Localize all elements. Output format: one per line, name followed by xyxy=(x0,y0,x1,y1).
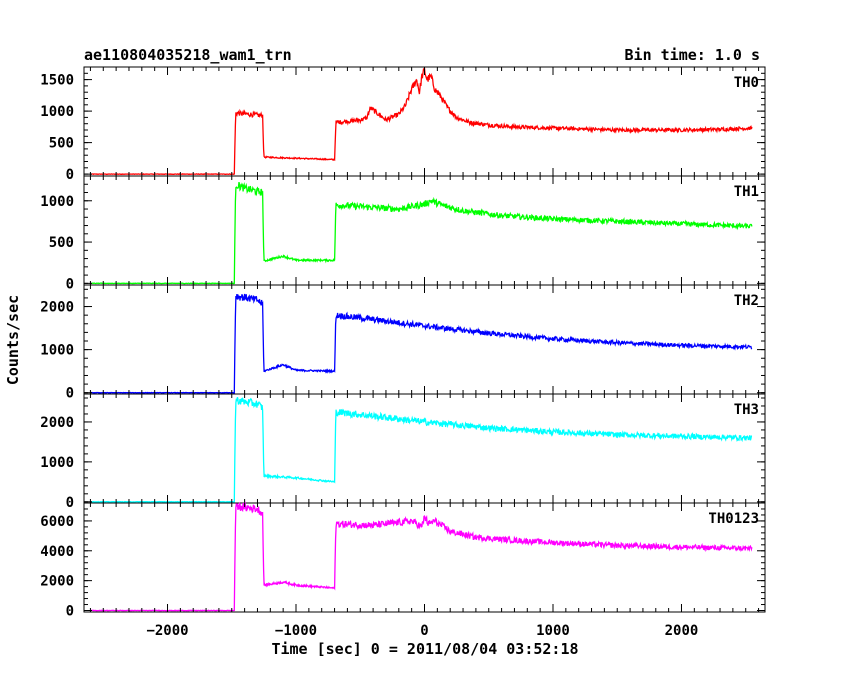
panel-th1: 0 500 1000 TH1 xyxy=(40,175,766,292)
x-tick-label: −1000 xyxy=(275,623,317,639)
y-tick-label: 1000 xyxy=(40,194,74,210)
chart-title: ae110804035218_wam1_trn xyxy=(84,46,292,64)
y-tick-label: 0 xyxy=(66,495,74,511)
panel-frame xyxy=(83,66,766,177)
x-tick-label: −2000 xyxy=(146,623,188,639)
series-line-th2 xyxy=(90,293,753,394)
panel-th3: 0 1000 2000 TH3 xyxy=(40,393,766,511)
panel-th2: 0 1000 2000 TH2 xyxy=(40,284,766,402)
y-tick-label: 2000 xyxy=(40,300,74,316)
x-tick-label: 1000 xyxy=(536,623,570,639)
y-tick-label: 0 xyxy=(66,167,74,183)
series-line-th3 xyxy=(90,396,753,503)
x-axis-label: Time [sec] 0 = 2011/08/04 03:52:18 xyxy=(271,640,578,658)
panel-label-th0123: TH0123 xyxy=(708,511,759,527)
bin-time-label: Bin time: 1.0 s xyxy=(625,46,760,64)
series-line-th0 xyxy=(90,67,753,176)
panel-stack: 0 500 1000 1500 TH0 0 500 1000 TH1 0 1000 2000 TH2 0 1… xyxy=(40,66,766,639)
y-tick-label: 4000 xyxy=(40,544,74,560)
y-tick-label: 1000 xyxy=(40,104,74,120)
y-tick-label: 0 xyxy=(66,604,74,620)
x-tick-label: 0 xyxy=(420,623,428,639)
y-tick-label: 500 xyxy=(49,235,74,251)
y-tick-label: 0 xyxy=(66,276,74,292)
y-tick-label: 6000 xyxy=(40,514,74,530)
y-tick-label: 1000 xyxy=(40,455,74,471)
y-tick-label: 2000 xyxy=(40,415,74,431)
y-tick-label: 1000 xyxy=(40,343,74,359)
y-axis-label: Counts/sec xyxy=(4,295,22,385)
series-line-th0123 xyxy=(90,501,753,612)
y-tick-label: 500 xyxy=(49,136,74,152)
panel-frame xyxy=(83,284,766,395)
panel-frame xyxy=(83,393,766,504)
panel-label-th3: TH3 xyxy=(734,402,759,418)
y-tick-label: 1500 xyxy=(40,73,74,89)
panel-frame xyxy=(83,175,766,286)
series-line-th1 xyxy=(90,181,753,285)
y-tick-label: 2000 xyxy=(40,574,74,590)
panel-frame xyxy=(83,502,766,613)
panel-th0: 0 500 1000 1500 TH0 xyxy=(40,66,766,183)
panel-label-th1: TH1 xyxy=(734,184,759,200)
panel-label-th2: TH2 xyxy=(734,293,759,309)
y-tick-label: 0 xyxy=(66,386,74,402)
panel-label-th0: TH0 xyxy=(734,75,759,91)
panel-th0123: 0 2000 4000 6000 TH0123 xyxy=(40,501,766,620)
x-tick-label: 2000 xyxy=(665,623,699,639)
